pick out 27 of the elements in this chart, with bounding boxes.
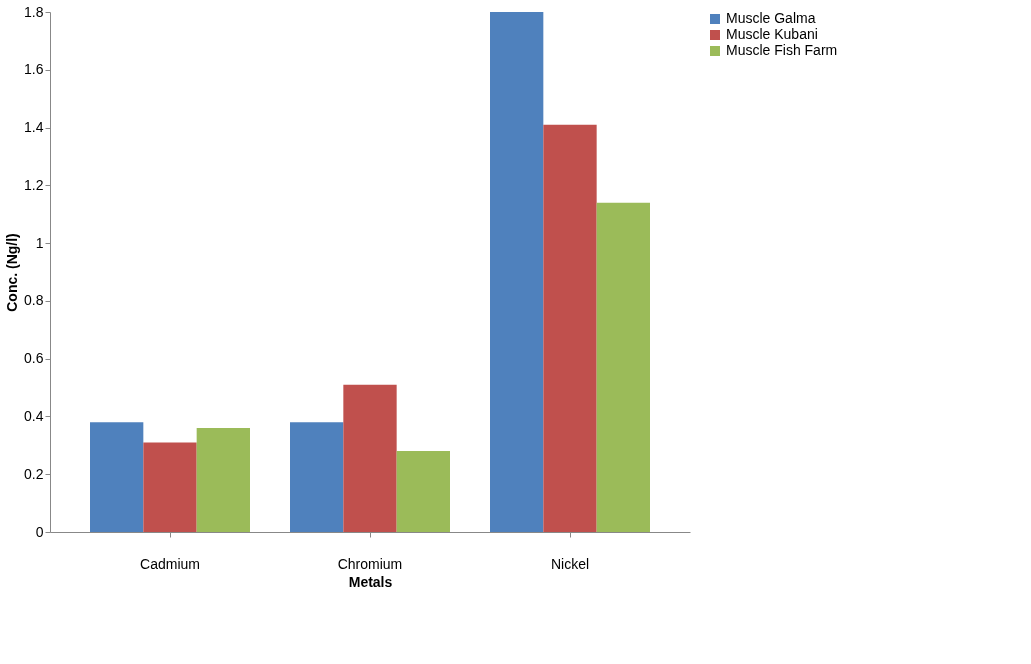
y-tick-label: 1.4	[24, 119, 44, 136]
x-tick-label: Chromium	[337, 555, 403, 572]
legend-label: Muscle Fish Farm	[726, 42, 838, 58]
y-tick-label: 0.2	[24, 465, 44, 482]
legend-label: Muscle Galma	[726, 10, 816, 26]
bar	[490, 12, 544, 532]
y-tick-label: 1.6	[24, 61, 44, 78]
x-tick-label: Cadmium	[140, 555, 200, 572]
y-tick-label: 1	[35, 234, 44, 251]
bar	[343, 384, 397, 532]
bar	[196, 428, 250, 532]
y-tick-label: 0.8	[24, 292, 44, 309]
y-axis-title: Conc. (Ng/l)	[4, 233, 21, 312]
bar	[543, 124, 597, 532]
y-tick-label: 1.2	[24, 176, 44, 193]
bar	[596, 202, 650, 532]
x-tick-label: Nickel	[550, 555, 590, 572]
x-axis-title: Metals	[348, 573, 393, 590]
legend-label: Muscle Kubani	[726, 26, 818, 42]
bar	[90, 422, 144, 532]
y-tick-label: 1.8	[24, 3, 44, 20]
y-tick-label: 0.4	[24, 407, 44, 424]
bar	[143, 442, 197, 532]
y-tick-label: 0.6	[24, 350, 44, 367]
y-tick-label: 0	[35, 523, 44, 540]
bar	[396, 451, 450, 532]
bar	[290, 422, 344, 532]
